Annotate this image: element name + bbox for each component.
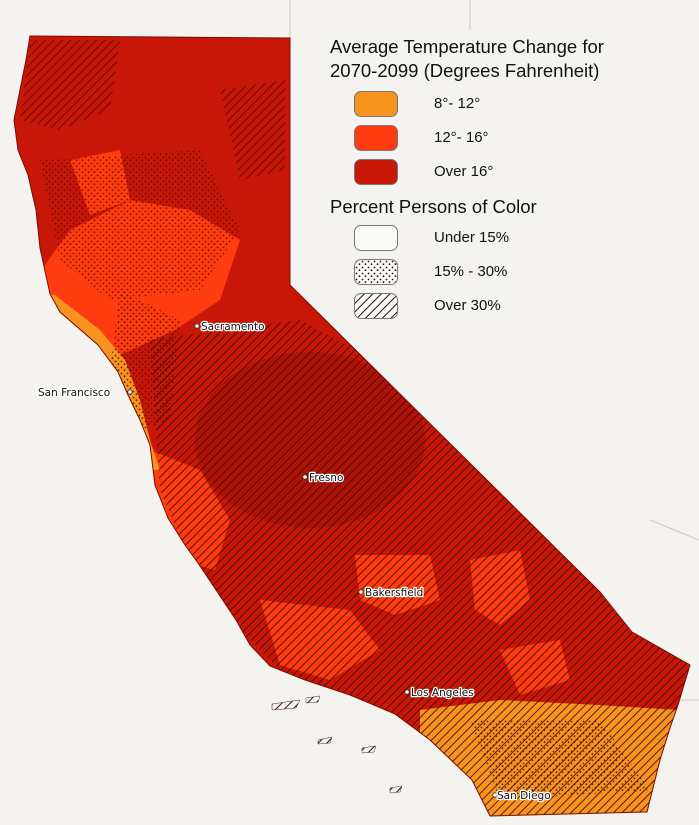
legend-label-over-30: Over 30% bbox=[434, 297, 501, 314]
legend-label-over-16: Over 16° bbox=[434, 163, 494, 180]
swatch-12-16 bbox=[354, 125, 398, 151]
legend-label-8-12: 8°- 12° bbox=[434, 95, 481, 112]
city-label-bakersfield: Bakersfield bbox=[365, 587, 423, 599]
city-label-san-diego: San Diego bbox=[497, 790, 551, 802]
legend-label-15-30: 15% - 30% bbox=[434, 263, 508, 280]
city-san-francisco: San Francisco bbox=[37, 386, 133, 400]
legend-item-over-16: Over 16° bbox=[330, 155, 695, 189]
city-san-diego: San Diego bbox=[492, 789, 552, 803]
legend-item-8-12: 8°- 12° bbox=[330, 87, 695, 121]
legend-item-under-15: Under 15% bbox=[330, 221, 695, 255]
swatch-15-30 bbox=[354, 259, 398, 285]
stipple-north bbox=[40, 150, 240, 300]
legend: Average Temperature Change for 2070-2099… bbox=[330, 35, 695, 323]
poc-legend-title: Percent Persons of Color bbox=[330, 196, 537, 217]
city-los-angeles: Los Angeles bbox=[404, 686, 475, 700]
hatch-over-30 bbox=[150, 320, 690, 816]
city-label-los-angeles: Los Angeles bbox=[411, 687, 474, 699]
neighbor-state-borders bbox=[289, 0, 699, 701]
channel-islands bbox=[271, 695, 403, 794]
swatch-under-15 bbox=[354, 225, 398, 251]
legend-label-under-15: Under 15% bbox=[434, 229, 510, 246]
city-label-san-francisco: San Francisco bbox=[38, 387, 110, 399]
temperature-legend-title-line2: 2070-2099 (Degrees Fahrenheit) bbox=[330, 60, 600, 81]
city-label-fresno: Fresno bbox=[309, 472, 343, 484]
hatch-north-coast bbox=[20, 40, 120, 130]
temperature-legend-title-line1: Average Temperature Change for bbox=[330, 36, 604, 57]
swatch-over-30 bbox=[354, 293, 398, 319]
swatch-over-16 bbox=[354, 159, 398, 185]
legend-item-12-16: 12°- 16° bbox=[330, 121, 695, 155]
city-bakersfield: Bakersfield bbox=[358, 586, 425, 600]
legend-label-12-16: 12°- 16° bbox=[434, 129, 489, 146]
swatch-8-12 bbox=[354, 91, 398, 117]
hatch-northeast bbox=[220, 80, 285, 180]
stipple-san-diego bbox=[470, 720, 650, 800]
legend-item-over-30: Over 30% bbox=[330, 289, 695, 323]
city-label-sacramento: Sacramento bbox=[201, 321, 265, 333]
legend-item-15-30: 15% - 30% bbox=[330, 255, 695, 289]
city-sacramento: Sacramento bbox=[194, 320, 266, 334]
city-fresno: Fresno bbox=[302, 471, 345, 485]
